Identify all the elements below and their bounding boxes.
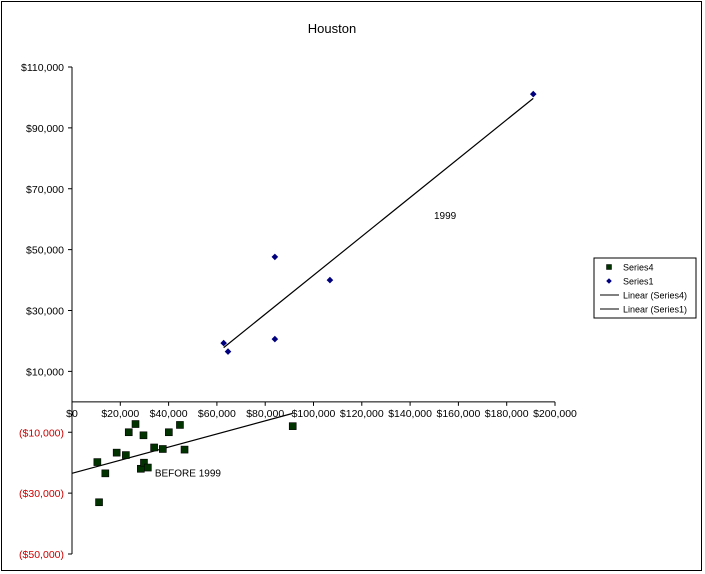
- y-tick-label: ($10,000): [19, 427, 64, 439]
- data-point: [288, 422, 297, 430]
- data-point: [144, 463, 152, 472]
- data-point: [180, 445, 189, 454]
- annotation-label: 1999: [434, 211, 457, 222]
- data-point: [140, 458, 148, 467]
- y-tick-label: $50,000: [26, 245, 64, 257]
- y-tick-label: $90,000: [26, 123, 64, 135]
- data-point: [176, 421, 184, 429]
- x-tick-label: $60,000: [198, 408, 236, 420]
- data-point: [271, 253, 279, 261]
- data-point: [271, 335, 279, 343]
- x-tick-label: $120,000: [340, 408, 384, 420]
- y-tick-label: ($30,000): [19, 488, 64, 500]
- data-point: [224, 348, 232, 355]
- legend-marker: [606, 278, 612, 284]
- x-tick-label: $40,000: [150, 408, 188, 420]
- data-point: [95, 498, 103, 507]
- legend-label: Linear (Series1): [623, 305, 687, 315]
- x-tick-label: $140,000: [388, 408, 432, 420]
- x-tick-label: $0: [66, 408, 78, 420]
- legend-label: Linear (Series4): [623, 291, 687, 301]
- y-tick-label: $110,000: [21, 62, 64, 74]
- annotations: 1999 BEFORE 1999: [155, 211, 457, 480]
- data-point: [139, 431, 148, 440]
- data-point: [124, 428, 133, 437]
- x-tick-label: $180,000: [485, 408, 529, 420]
- data-point: [131, 420, 140, 428]
- legend-label: Series4: [623, 263, 654, 273]
- legend-label: Series1: [623, 277, 654, 287]
- trendlines: [71, 97, 534, 474]
- y-tick-label: $10,000: [26, 366, 64, 378]
- data-point: [122, 451, 130, 459]
- legend: Series4 Series1 Linear (Series4) Linear (Se…: [593, 257, 697, 319]
- data-point: [159, 445, 167, 453]
- x-tick-label: $100,000: [292, 408, 336, 420]
- trendline: [223, 97, 534, 349]
- chart-title: Houston: [308, 21, 356, 36]
- y-tick-label: $70,000: [26, 184, 64, 196]
- data-point: [220, 339, 227, 347]
- legend-marker: [606, 264, 612, 270]
- y-tick-label: $30,000: [26, 306, 64, 318]
- annotation-label: BEFORE 1999: [155, 469, 222, 480]
- data-point: [165, 428, 173, 437]
- data-point: [529, 90, 537, 98]
- data-point: [93, 458, 102, 466]
- data-marks: [93, 90, 537, 507]
- data-point: [150, 443, 158, 452]
- x-tick-label: $80,000: [246, 408, 284, 420]
- x-tick-label: $20,000: [101, 408, 139, 420]
- data-point: [112, 448, 121, 457]
- x-tick-label: $200,000: [533, 408, 577, 420]
- axes: $110,000 $90,000 $70,000 $50,000 $30,000 $10,…: [19, 62, 577, 561]
- data-point: [326, 276, 334, 284]
- trendline: [71, 412, 293, 474]
- y-tick-label: ($50,000): [19, 549, 64, 561]
- data-point: [101, 469, 110, 478]
- x-tick-label: $160,000: [437, 408, 481, 420]
